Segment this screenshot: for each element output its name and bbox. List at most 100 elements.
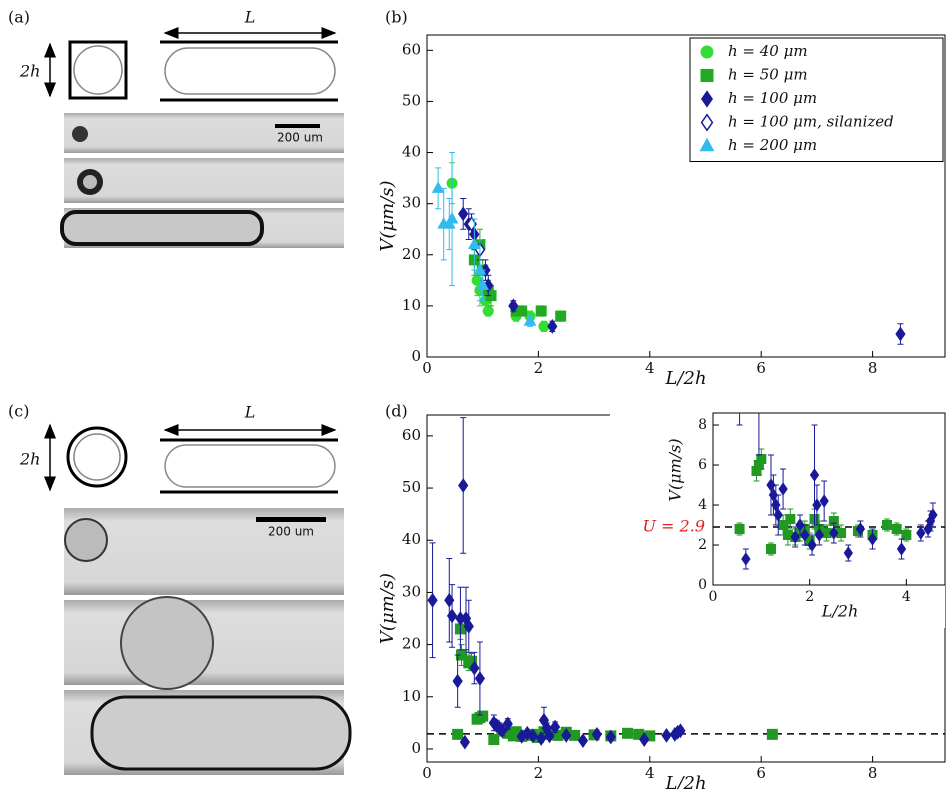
x-tick-label: 6 [756, 359, 766, 377]
panel-label: (b) [385, 8, 408, 27]
legend-marker [700, 69, 714, 82]
point [502, 716, 513, 732]
y-tick-label: 40 [402, 530, 421, 548]
y-tick-label: 4 [698, 497, 707, 513]
point [474, 671, 486, 686]
point [463, 618, 474, 634]
panel-label: (a) [8, 8, 30, 27]
point [527, 728, 538, 744]
point [452, 673, 463, 689]
height-label: 2h [19, 450, 40, 469]
point [700, 113, 714, 132]
length-label: L [244, 8, 256, 27]
point [714, 9, 722, 21]
point [728, 9, 736, 21]
point [814, 528, 824, 542]
point [544, 728, 555, 744]
height-label: 2h [19, 62, 40, 81]
point [700, 90, 714, 108]
series-group [714, 9, 938, 570]
panel-label: (c) [8, 402, 29, 421]
point [778, 482, 788, 496]
point [734, 524, 745, 534]
bubble-photo [90, 695, 352, 771]
point [867, 532, 878, 546]
point [459, 734, 470, 750]
point [807, 538, 817, 552]
y-tick-label: 20 [402, 635, 421, 653]
scale-bar [256, 517, 326, 522]
x-tick-label: 8 [868, 359, 878, 377]
point [741, 552, 751, 566]
legend-label: h = 100 μm, silanized [728, 113, 894, 131]
annotation: U = 2.9 [642, 517, 705, 536]
y-tick-label: 10 [402, 296, 421, 314]
point [458, 206, 469, 222]
bubble-photo [60, 210, 264, 246]
point [829, 526, 839, 540]
plot-area [712, 412, 946, 586]
point [895, 326, 906, 342]
point [446, 608, 458, 624]
bubble [73, 433, 121, 481]
legend-marker [700, 45, 714, 59]
point [536, 731, 547, 746]
point [477, 710, 489, 722]
point [555, 310, 567, 322]
photo [64, 158, 344, 203]
scale-bar [275, 124, 320, 128]
point [812, 498, 822, 512]
point [467, 237, 481, 250]
point [591, 726, 602, 742]
point [431, 181, 445, 193]
point [891, 524, 902, 534]
x-tick-label: 4 [902, 589, 911, 605]
legend-label: h = 50 μm [728, 66, 808, 84]
point [482, 305, 494, 317]
y-axis-label: V(μm/s) [377, 573, 398, 644]
x-tick-label: 0 [709, 589, 718, 605]
point [795, 518, 805, 532]
point [700, 45, 714, 59]
x-axis-label: L/2h [664, 368, 706, 389]
point [469, 660, 480, 676]
point [476, 278, 490, 290]
round-channel [66, 426, 128, 488]
point [445, 211, 459, 224]
legend-marker [699, 137, 715, 152]
y-tick-label: 30 [402, 194, 421, 212]
error-bar [755, 413, 762, 456]
point [882, 520, 892, 530]
point [549, 719, 561, 735]
point [661, 728, 672, 743]
bubble [164, 444, 336, 488]
bubble [73, 45, 123, 95]
point [458, 478, 469, 493]
legend-label: h = 40 μm [728, 42, 808, 60]
x-tick-label: 2 [534, 359, 544, 377]
y-tick-label: 8 [698, 417, 707, 433]
y-tick-label: 6 [698, 457, 707, 473]
point [773, 508, 783, 522]
y-tick-label: 50 [402, 91, 421, 109]
x-axis-label: L/2h [664, 773, 706, 789]
x-tick-label: 6 [756, 764, 766, 782]
point [452, 728, 464, 740]
bubble-photo [64, 518, 108, 562]
legend-label: h = 200 μm [728, 136, 817, 154]
point [497, 723, 508, 739]
y-tick-label: 0 [411, 739, 421, 757]
y-tick-label: 60 [402, 40, 421, 58]
point [675, 723, 686, 739]
point [896, 542, 907, 556]
y-tick-label: 20 [402, 245, 421, 263]
point [561, 728, 572, 743]
x-tick-label: 4 [645, 764, 655, 782]
y-tick-label: 2 [698, 537, 707, 553]
point [855, 522, 866, 536]
x-tick-label: 8 [868, 764, 878, 782]
point [622, 727, 634, 739]
point [700, 69, 714, 82]
square-channel [68, 40, 128, 100]
point [488, 734, 500, 746]
